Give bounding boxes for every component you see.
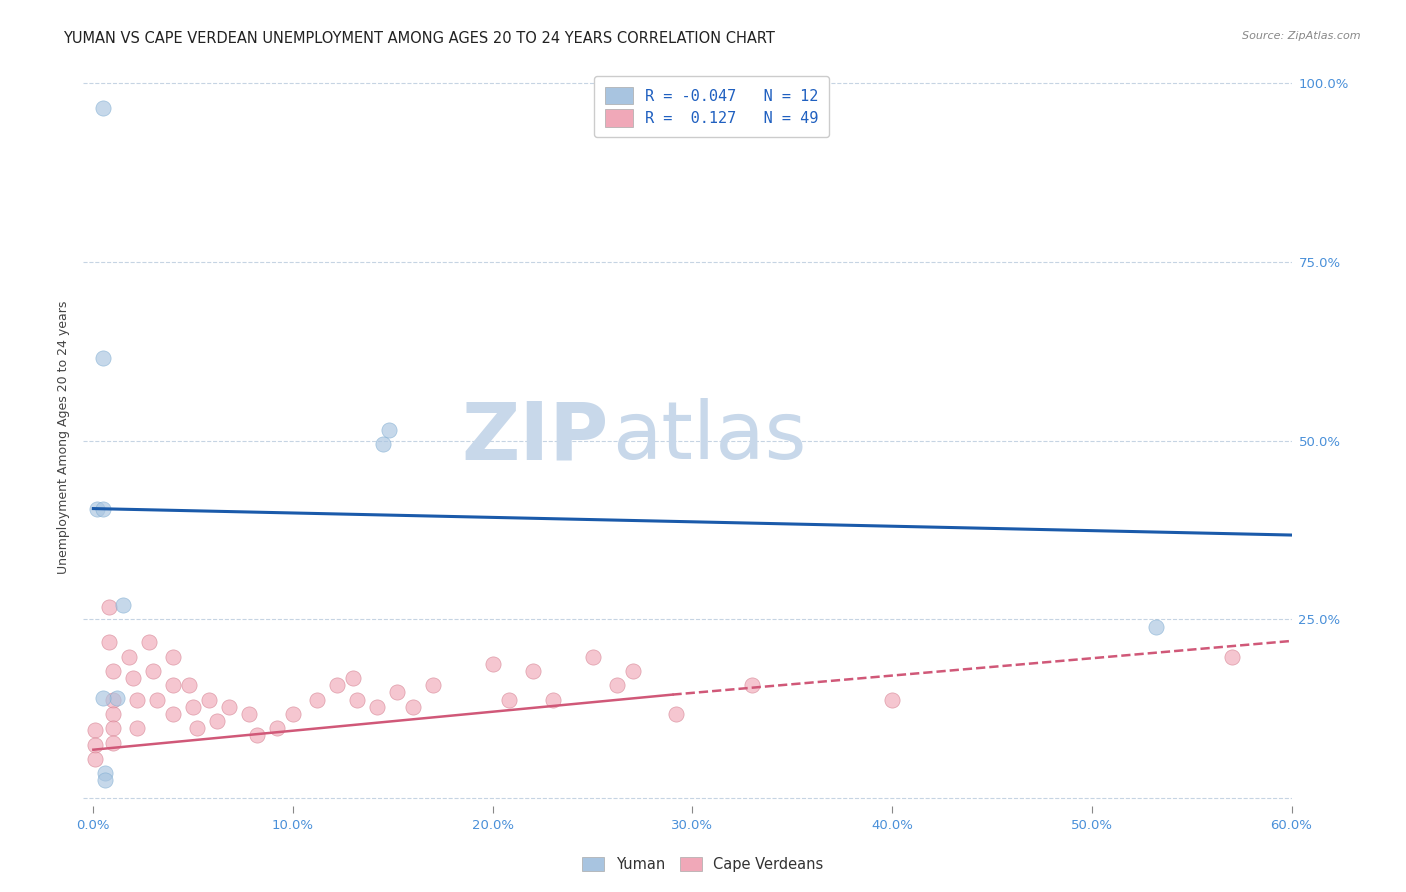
Point xyxy=(422,678,444,692)
Point xyxy=(198,692,221,706)
Point xyxy=(181,699,204,714)
Point xyxy=(741,678,763,692)
Point xyxy=(1144,619,1167,633)
Point xyxy=(665,706,688,721)
Point xyxy=(94,773,117,788)
Point xyxy=(105,691,128,706)
Point xyxy=(93,501,115,516)
Point xyxy=(621,664,644,678)
Point xyxy=(366,699,388,714)
Point xyxy=(93,101,115,115)
Point xyxy=(218,699,240,714)
Point xyxy=(246,728,269,742)
Point xyxy=(93,691,115,706)
Point xyxy=(281,706,304,721)
Point xyxy=(606,678,628,692)
Text: ZIP: ZIP xyxy=(461,398,609,476)
Point xyxy=(378,423,401,437)
Point xyxy=(84,738,107,752)
Point xyxy=(882,692,904,706)
Point xyxy=(98,599,121,614)
Point xyxy=(103,721,125,735)
Point xyxy=(127,721,149,735)
Point xyxy=(112,598,135,612)
Point xyxy=(162,706,184,721)
Point xyxy=(179,678,201,692)
Point xyxy=(122,671,145,685)
Point xyxy=(498,692,520,706)
Legend: R = -0.047   N = 12, R =  0.127   N = 49: R = -0.047 N = 12, R = 0.127 N = 49 xyxy=(595,76,830,137)
Point xyxy=(86,501,108,516)
Point xyxy=(305,692,328,706)
Point xyxy=(103,706,125,721)
Text: atlas: atlas xyxy=(613,398,807,476)
Point xyxy=(385,685,408,699)
Point xyxy=(94,766,117,780)
Point xyxy=(186,721,208,735)
Point xyxy=(481,657,503,671)
Point xyxy=(146,692,169,706)
Point xyxy=(266,721,288,735)
Legend: Yuman, Cape Verdeans: Yuman, Cape Verdeans xyxy=(576,851,830,878)
Point xyxy=(93,351,115,366)
Point xyxy=(541,692,564,706)
Point xyxy=(326,678,349,692)
Point xyxy=(238,706,260,721)
Y-axis label: Unemployment Among Ages 20 to 24 years: Unemployment Among Ages 20 to 24 years xyxy=(58,301,70,574)
Point xyxy=(162,678,184,692)
Point xyxy=(118,649,141,664)
Point xyxy=(103,735,125,749)
Point xyxy=(103,664,125,678)
Point xyxy=(142,664,165,678)
Point xyxy=(205,714,228,728)
Text: YUMAN VS CAPE VERDEAN UNEMPLOYMENT AMONG AGES 20 TO 24 YEARS CORRELATION CHART: YUMAN VS CAPE VERDEAN UNEMPLOYMENT AMONG… xyxy=(63,31,775,46)
Point xyxy=(581,649,603,664)
Point xyxy=(84,752,107,766)
Point xyxy=(371,437,394,451)
Point xyxy=(522,664,544,678)
Point xyxy=(342,671,364,685)
Point xyxy=(98,635,121,649)
Point xyxy=(84,723,107,738)
Point xyxy=(138,635,160,649)
Point xyxy=(162,649,184,664)
Point xyxy=(1220,649,1243,664)
Point xyxy=(103,692,125,706)
Text: Source: ZipAtlas.com: Source: ZipAtlas.com xyxy=(1243,31,1361,41)
Point xyxy=(402,699,425,714)
Point xyxy=(346,692,368,706)
Point xyxy=(127,692,149,706)
